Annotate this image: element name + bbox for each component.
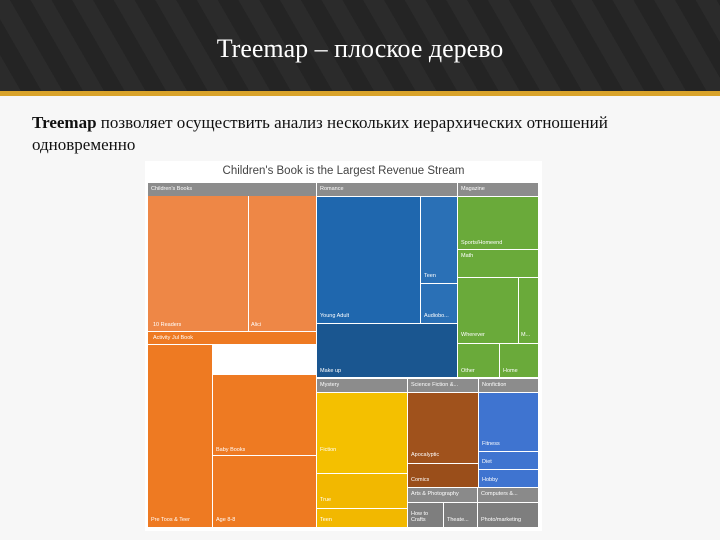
subgroup-label-activity: Activity Jul Book [153, 335, 194, 341]
slide-header: Treemap – плоское дерево [0, 0, 720, 91]
group-header-science-fiction [408, 379, 478, 392]
tile-label-hobby: Hobby [482, 477, 498, 483]
tile-computers [478, 488, 538, 502]
tile-label-diet: Diet [482, 459, 492, 465]
tile-true [317, 474, 407, 508]
tile-label-how-to-crafts: How to Crafts [411, 511, 429, 523]
tile-label-comics: Comics [411, 477, 430, 483]
tile-alici [249, 196, 316, 331]
group-header-romance [317, 183, 457, 196]
tile-label-teen: Teen [424, 273, 436, 279]
tile-label-theater: Theate... [447, 517, 469, 523]
tile-label-pre-toos: Pre Toos & Teer [151, 517, 190, 523]
tile-label-fiction: Fiction [320, 447, 337, 453]
tile-hobby [479, 470, 538, 487]
tile-label-m: M... [521, 332, 531, 338]
group-header-mystery [317, 379, 407, 392]
tile-pre-toos [148, 345, 212, 527]
tile-label-audiobooks: Audiobo... [424, 313, 449, 319]
tile-age [213, 456, 316, 527]
tile-10-readers [148, 196, 248, 331]
tile-baby-books [213, 375, 316, 455]
tile-m [519, 278, 538, 343]
group-label-science-fiction: Science Fiction &... [411, 382, 459, 388]
tile-label-young-adult: Young Adult [320, 313, 350, 319]
chart-title: Children's Book is the Largest Revenue S… [222, 165, 465, 177]
tile-label-wherever: Wherever [461, 332, 485, 338]
tile-make-up [317, 324, 457, 377]
tile-math [458, 250, 538, 277]
tile-home [500, 344, 538, 377]
tile-fiction [317, 393, 407, 473]
tile-label-photo-marketing: Photo/marketing [481, 517, 522, 523]
tile-comics [408, 464, 478, 487]
tile-arts-photography [408, 488, 477, 502]
tile-theater [444, 503, 477, 527]
tile-label-make-up: Make up [320, 368, 342, 374]
tile-label-home: Home [503, 368, 518, 374]
tile-label-computers: Computers &... [481, 491, 518, 497]
tile-label-math: Math [461, 253, 474, 259]
tile-label-alici: Alici [251, 322, 262, 328]
tile-label-teen-mystery: Teen [320, 517, 332, 523]
subgroup-header-activity [148, 332, 316, 344]
tile-label-arts-photography: Arts & Photography [411, 491, 459, 497]
tile-label-true: True [320, 497, 332, 503]
tile-teen-mystery [317, 509, 407, 527]
tile-wherever [458, 278, 518, 343]
tile-label-sports: Sports/Homeend [461, 240, 503, 246]
group-label-magazine: Magazine [461, 186, 485, 192]
tile-label-apocalyptic: Apocalyptic [411, 452, 440, 458]
group-label-romance: Romance [320, 186, 344, 192]
treemap-chart: Children's Book is the Largest Revenue S… [145, 161, 542, 531]
tile-young-adult [317, 197, 420, 323]
group-label-nonfiction: Nonfiction [482, 382, 507, 388]
tile-other [458, 344, 499, 377]
group-label-mystery: Mystery [320, 382, 340, 388]
group-label-childrens-books: Children's Books [151, 186, 193, 192]
body-text-bold: Treemap [32, 113, 97, 132]
tile-label-10-readers: 10 Readers [153, 322, 182, 328]
tile-sports [458, 197, 538, 249]
slide-title: Treemap – плоское дерево [216, 34, 504, 63]
group-header-magazine [458, 183, 538, 196]
tile-how-to-crafts [408, 503, 443, 527]
tile-teen [421, 197, 457, 283]
tile-apocalyptic [408, 393, 478, 463]
body-text-rest: позволяет осуществить анализ нескольких … [32, 113, 608, 154]
group-header-childrens-books [148, 183, 316, 196]
slide-body-text: Treemap позволяет осуществить анализ нес… [32, 112, 672, 156]
tile-label-baby-books: Baby Books [216, 447, 246, 453]
tile-audiobooks [421, 284, 457, 323]
tile-label-other: Other [461, 368, 475, 374]
tile-label-fitness: Fitness [482, 441, 500, 447]
tile-label-age: Age 8-8 [216, 517, 236, 523]
group-header-nonfiction [479, 379, 538, 392]
header-accent-line [0, 91, 720, 96]
tile-photo-marketing [478, 503, 538, 527]
tile-diet [479, 452, 538, 469]
tile-fitness [479, 393, 538, 451]
